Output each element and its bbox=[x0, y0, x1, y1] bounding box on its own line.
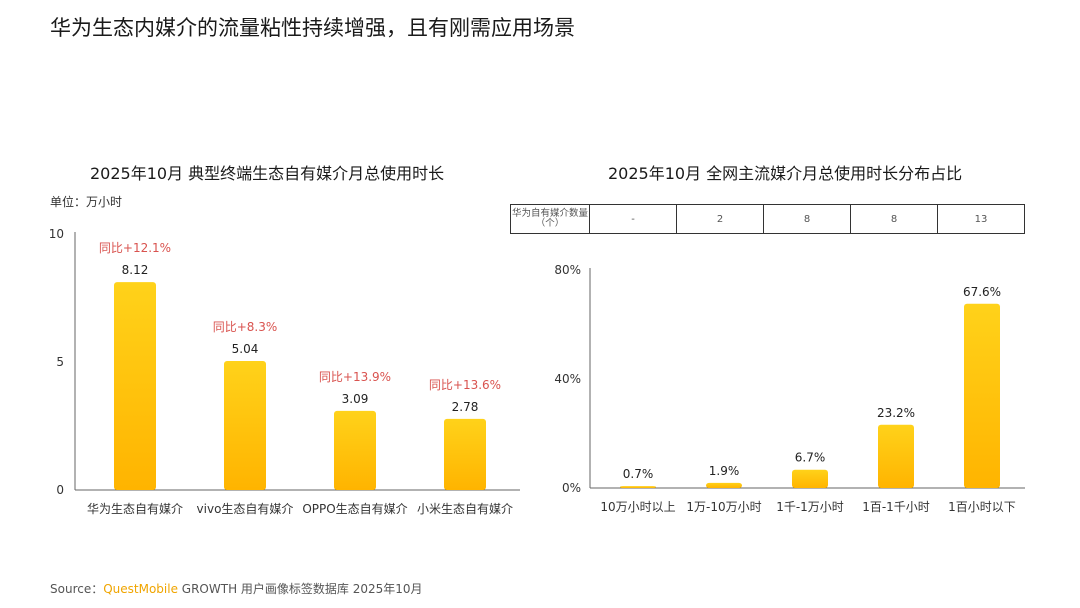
growth-annotation: 同比+13.9% bbox=[319, 370, 391, 384]
data-label: 8.12 bbox=[122, 263, 149, 277]
x-tick-label: 1万-10万小时 bbox=[686, 500, 761, 514]
growth-annotation: 同比+13.6% bbox=[429, 378, 501, 392]
data-label: 1.9% bbox=[709, 464, 740, 478]
y-tick-label: 0% bbox=[562, 481, 581, 495]
growth-annotation: 同比+8.3% bbox=[213, 320, 278, 334]
left-chart-title: 2025年10月 典型终端生态自有媒介月总使用时长 bbox=[90, 164, 445, 183]
bar bbox=[444, 418, 486, 490]
source-rest: GROWTH 用户画像标签数据库 2025年10月 bbox=[177, 582, 423, 596]
x-tick-label: 10万小时以上 bbox=[600, 500, 675, 514]
bar bbox=[878, 424, 914, 488]
data-label: 2.78 bbox=[452, 400, 479, 414]
page-title: 华为生态内媒介的流量粘性持续增强，且有刚需应用场景 bbox=[50, 16, 575, 40]
data-label: 3.09 bbox=[342, 392, 369, 406]
x-tick-label: 1百小时以下 bbox=[948, 500, 1016, 514]
y-tick-label: 0 bbox=[56, 483, 64, 497]
source-brand: QuestMobile bbox=[103, 582, 178, 596]
bar bbox=[706, 482, 742, 488]
y-tick-label: 40% bbox=[554, 372, 581, 386]
media-count-header: 华为自有媒介数量（个） bbox=[510, 204, 590, 234]
source-prefix: Source： bbox=[50, 582, 104, 596]
data-label: 0.7% bbox=[623, 467, 654, 481]
y-tick-label: 5 bbox=[56, 355, 64, 369]
x-tick-label: 1百-1千小时 bbox=[862, 500, 930, 514]
unit-label: 单位：万小时 bbox=[50, 195, 123, 209]
x-tick-label: vivo生态自有媒介 bbox=[197, 502, 294, 516]
data-label: 67.6% bbox=[963, 285, 1001, 299]
data-label: 6.7% bbox=[795, 451, 826, 465]
bar bbox=[792, 469, 828, 488]
bar bbox=[620, 486, 656, 488]
media-count-table: 华为自有媒介数量（个） - 2 8 8 13 bbox=[510, 204, 1025, 234]
media-count-cell: 8 bbox=[850, 204, 938, 234]
bar bbox=[334, 410, 376, 490]
media-count-cell: 13 bbox=[937, 204, 1025, 234]
bar bbox=[224, 360, 266, 490]
x-tick-label: 小米生态自有媒介 bbox=[417, 502, 513, 516]
right-chart-title: 2025年10月 全网主流媒介月总使用时长分布占比 bbox=[608, 164, 963, 183]
x-tick-label: 1千-1万小时 bbox=[776, 500, 844, 514]
x-tick-label: OPPO生态自有媒介 bbox=[302, 502, 407, 516]
y-tick-label: 80% bbox=[554, 263, 581, 277]
media-count-row: 华为自有媒介数量（个） - 2 8 8 13 bbox=[510, 204, 1025, 234]
source-note: Source：QuestMobile GROWTH 用户画像标签数据库 2025… bbox=[50, 580, 423, 597]
x-tick-label: 华为生态自有媒介 bbox=[87, 502, 183, 516]
data-label: 23.2% bbox=[877, 406, 915, 420]
y-tick-label: 10 bbox=[49, 227, 64, 241]
bar bbox=[964, 303, 1000, 488]
bar bbox=[114, 282, 156, 490]
growth-annotation: 同比+12.1% bbox=[99, 241, 171, 255]
data-label: 5.04 bbox=[232, 342, 259, 356]
